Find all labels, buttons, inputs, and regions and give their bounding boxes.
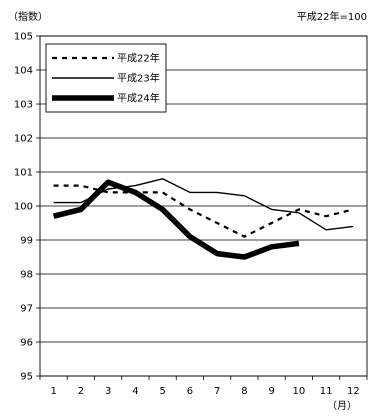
y-tick-label: 97 — [20, 304, 33, 315]
x-tick-label: 3 — [105, 386, 111, 397]
x-tick-label: 11 — [320, 386, 333, 397]
series-line-3 — [52, 179, 300, 260]
baseline-note: 平成22年=100 — [296, 12, 367, 23]
x-tick-label: 2 — [78, 386, 84, 397]
x-tick-label: 12 — [347, 386, 360, 397]
legend-label-3: 平成24年 — [117, 92, 160, 105]
y-tick-label: 100 — [14, 202, 33, 213]
series-line-2 — [53, 178, 354, 231]
y-axis-unit-label: （指数） — [8, 12, 48, 23]
y-tick-label: 95 — [20, 372, 33, 383]
x-tick-label: 8 — [241, 386, 247, 397]
y-tick-label: 105 — [14, 32, 33, 43]
y-tick-label: 98 — [20, 270, 33, 281]
x-axis-unit-label: （月） — [327, 401, 357, 412]
y-tick-label: 103 — [14, 100, 33, 111]
y-tick-label: 101 — [14, 168, 33, 179]
legend-label-1: 平成22年 — [117, 52, 160, 65]
y-tick-label: 99 — [20, 236, 33, 247]
x-tick-label: 4 — [132, 386, 138, 397]
x-tick-label: 10 — [293, 386, 306, 397]
x-tick-label: 6 — [187, 386, 193, 397]
x-tick-label: 9 — [268, 386, 274, 397]
x-tick-label: 5 — [159, 386, 165, 397]
y-tick-label: 104 — [14, 66, 33, 77]
y-tick-label: 102 — [14, 134, 33, 145]
legend-label-2: 平成23年 — [117, 72, 160, 85]
x-tick-label: 7 — [214, 386, 220, 397]
x-tick-label: 1 — [50, 386, 56, 397]
y-tick-label: 96 — [20, 338, 33, 349]
